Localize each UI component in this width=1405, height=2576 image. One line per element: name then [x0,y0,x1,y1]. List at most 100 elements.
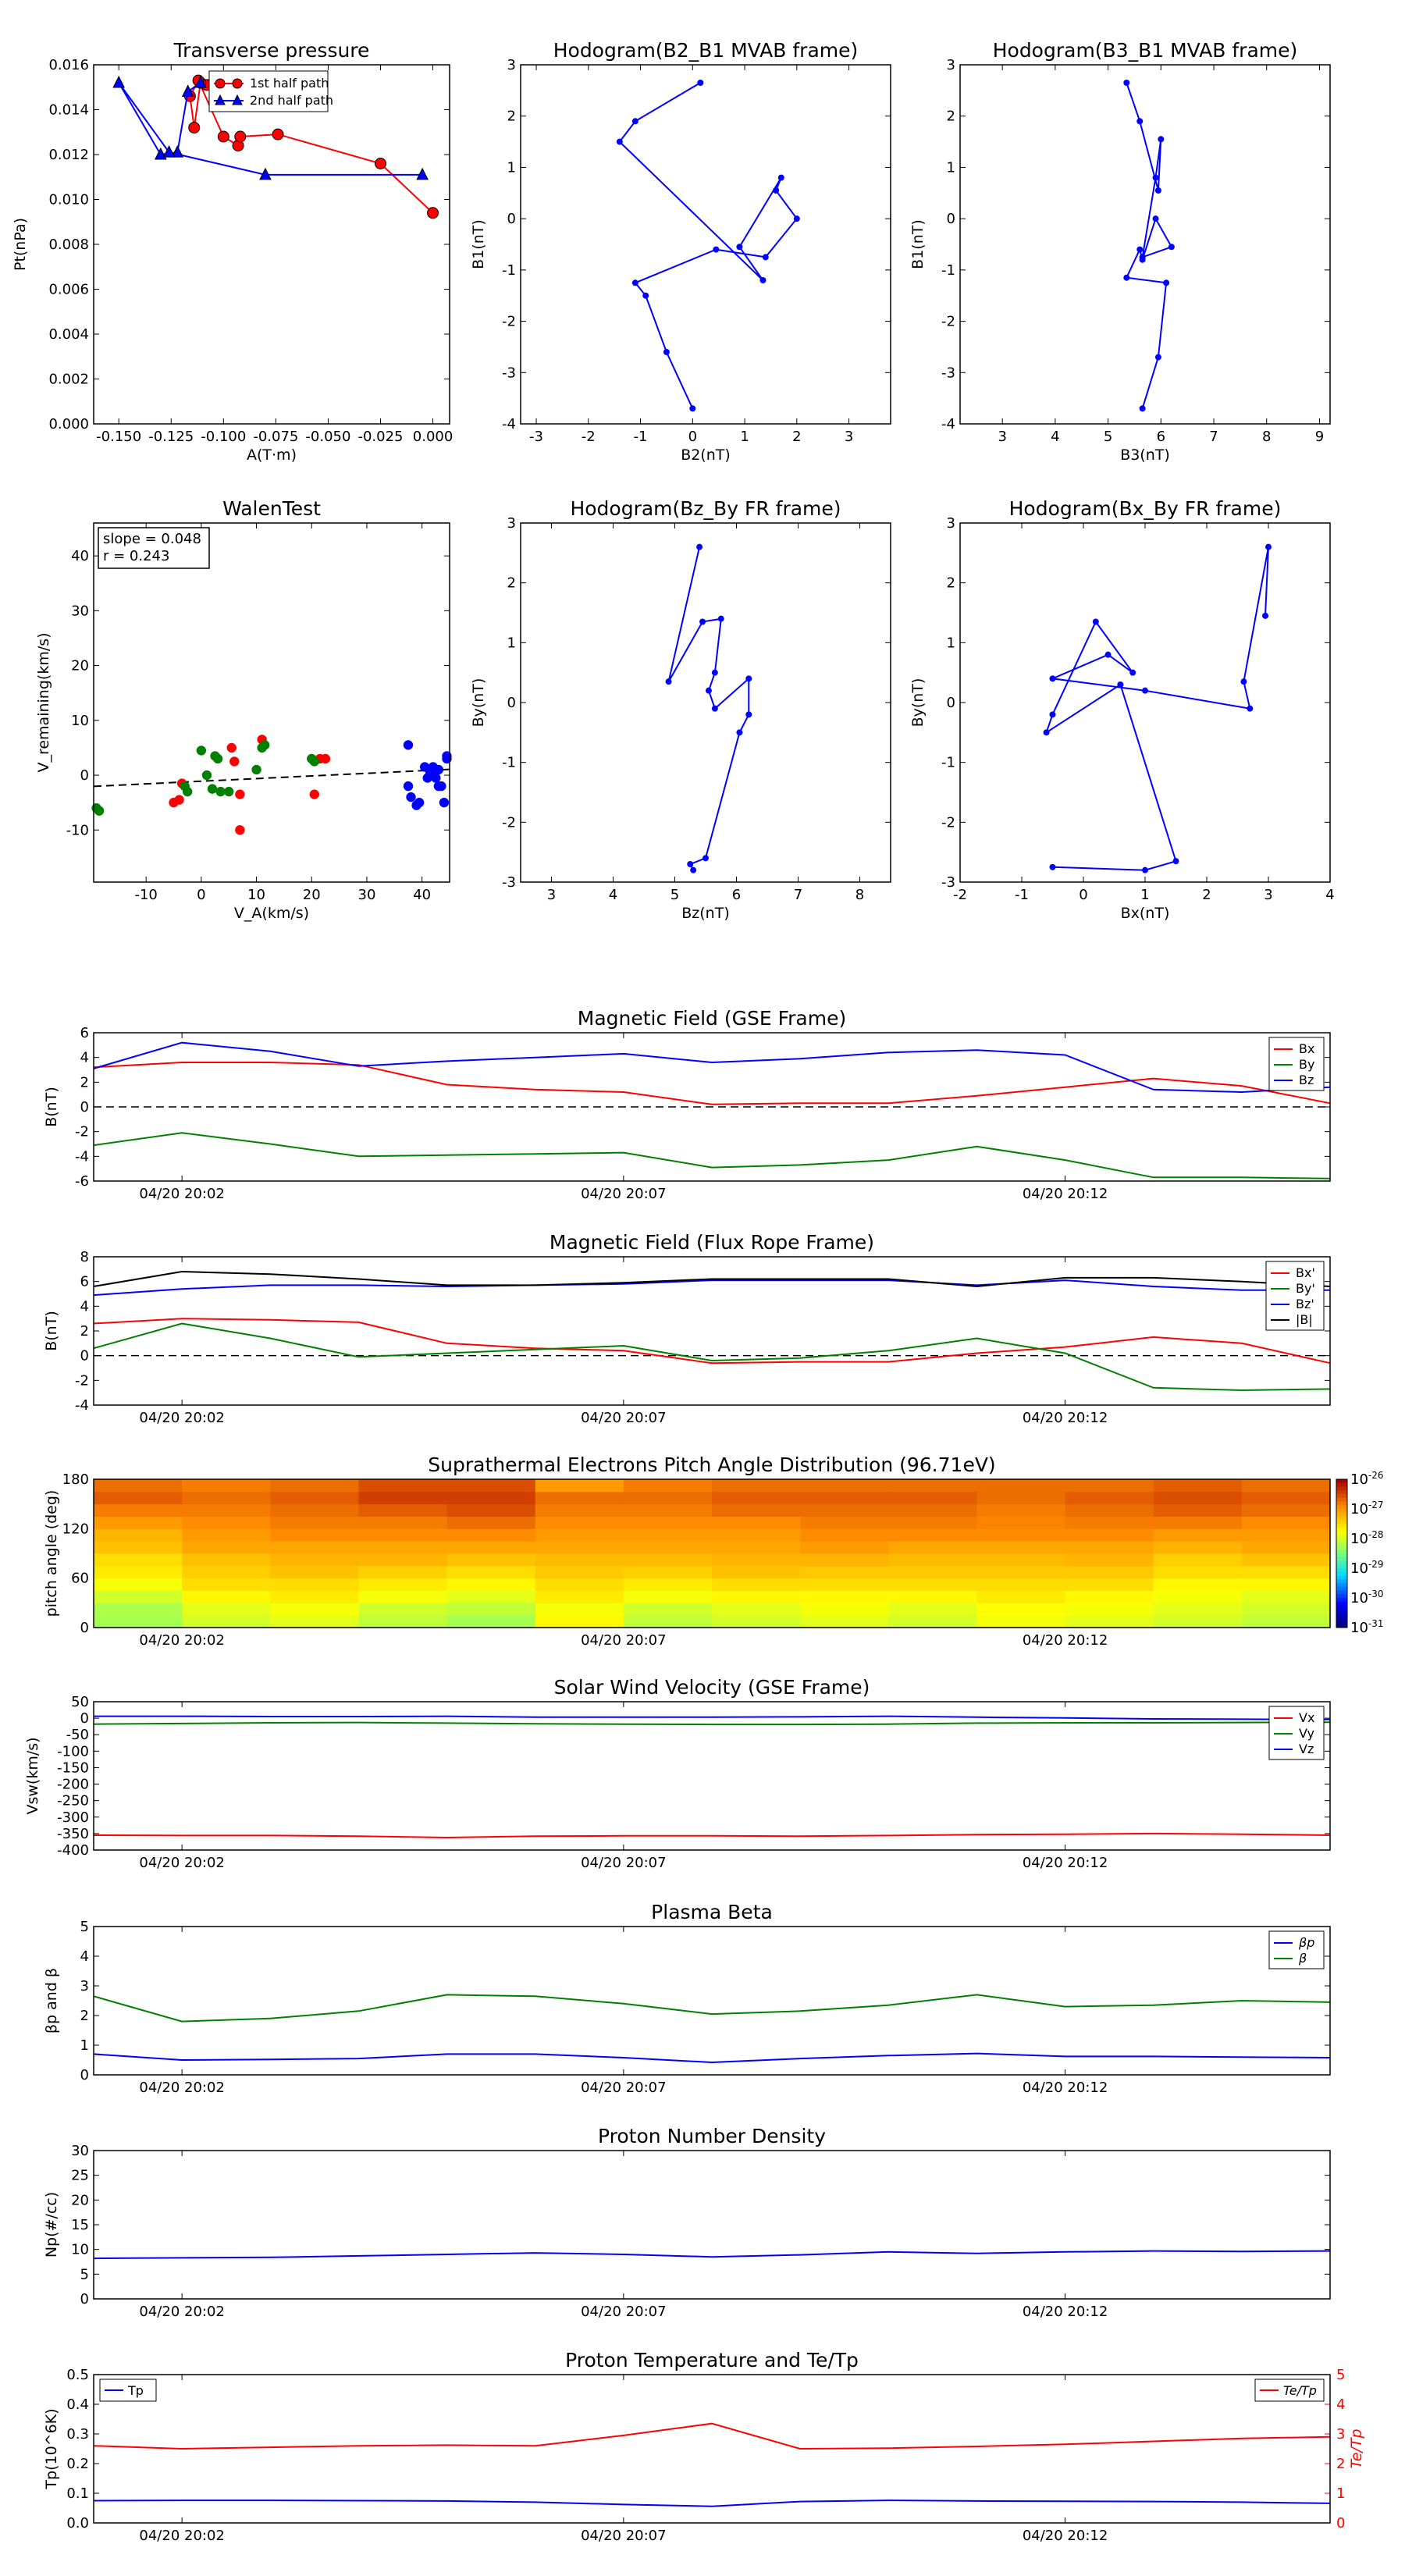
legend-marker [215,78,226,89]
heatmap-cell [712,1479,801,1493]
heatmap-cell [888,1528,977,1542]
y2-tick-label: 1 [1336,2485,1345,2502]
y-axis-label: Tp(10^6K) [43,2408,60,2489]
heatmap-cell [94,1541,183,1554]
y-tick-label: -10 [66,822,89,838]
data-point [699,618,706,625]
x-axis-label: V_A(km/s) [234,905,309,922]
data-point [736,244,743,251]
plot-frame [93,522,450,883]
heatmap-cell [1065,1590,1154,1603]
chart-hodo_bzby: Hodogram(Bz_By FR frame) 3 4 5 6 7 8 -3 -2 -1 0 1 2 3… [470,497,891,922]
chart-transverse: Transverse pressure -0.150 -0.125 -0.100 -0.… [12,39,453,464]
colorbar-segment [1336,1590,1347,1595]
heatmap-cell [623,1553,713,1567]
colorbar-segment [1336,1557,1347,1561]
x-tick-label: 04/20 20:12 [1023,1186,1108,1202]
x-axis-label: Bx(nT) [1121,905,1170,922]
heatmap-cell [888,1553,977,1567]
heatmap-cell [1065,1503,1154,1517]
annotation-text: slope = 0.048 [103,531,201,547]
y-tick-label: 180 [62,1471,89,1488]
legend-box [1254,2379,1325,2402]
colorbar-segment [1336,1550,1347,1554]
chart-vsw: Solar Wind Velocity (GSE Frame) 04/20 20:… [24,1676,1331,1871]
heatmap-cell [182,1528,271,1542]
data-point [745,711,752,718]
x-tick-label: 20 [303,887,321,903]
colorbar-segment [1336,1509,1347,1514]
data-point [1154,354,1161,361]
legend-label: By' [1296,1281,1315,1296]
y-tick-label: 25 [71,2168,89,2184]
y-tick-label: 30 [71,603,89,619]
heatmap-cell [94,1603,183,1616]
heatmap-cell [535,1553,624,1567]
y-tick-label: 0.4 [66,2396,89,2413]
heatmap-cell [94,1528,183,1542]
data-point [234,130,247,143]
legend-label: Vx [1299,1710,1314,1725]
heatmap-cell [358,1603,448,1616]
y-tick-label: -1 [502,755,516,771]
x-tick-label: 8 [855,887,864,903]
heatmap-cell [358,1553,448,1567]
chart-title: Hodogram(Bz_By FR frame) [570,497,841,520]
y-tick-label: 1 [947,635,955,651]
colorbar-segment [1336,1527,1347,1532]
x-tick-label: 0.000 [413,429,454,445]
heatmap-cell [94,1615,183,1628]
series-line-By' [93,1322,1331,1392]
heatmap-cell [623,1516,713,1529]
colorbar-segment [1336,1531,1347,1535]
colorbar-segment [1336,1479,1347,1484]
heatmap-cell [535,1615,624,1628]
y-tick-label: 0 [80,767,89,784]
heatmap-cell [446,1603,536,1616]
data-point [181,84,194,97]
y-tick-label: 15 [71,2217,89,2233]
heatmap-cell [712,1503,801,1517]
y-tick-label: -3 [941,365,955,381]
heatmap-cell [800,1565,889,1579]
colorbar-segment [1336,1542,1347,1546]
x-tick-label: 04/20 20:12 [1023,1410,1108,1426]
plot-frame [959,522,1331,883]
data-point [414,797,425,808]
data-point [433,764,444,775]
y-tick-label: -100 [57,1743,89,1759]
heatmap-cell [623,1528,713,1542]
heatmap-cell [182,1541,271,1554]
data-point [1117,681,1124,688]
y-tick-label: 4 [80,1298,89,1315]
data-point [1152,174,1159,181]
heatmap-cell [1153,1516,1243,1529]
y-tick-label: 0.016 [48,57,89,73]
heatmap-cell [535,1565,624,1579]
data-point [663,349,670,355]
heatmap-cell [1065,1615,1154,1628]
colorbar-segment [1336,1494,1347,1499]
colorbar-segment [1336,1579,1347,1584]
colorbar-segment [1336,1571,1347,1576]
chart-title: Hodogram(B2_B1 MVAB frame) [553,39,859,62]
y-tick-label: 0 [80,1099,89,1115]
heatmap-cell [94,1590,183,1603]
y-tick-label: 40 [71,548,89,564]
y-tick-label: 0.1 [66,2485,89,2502]
data-point [406,792,416,802]
data-point [1240,678,1247,685]
data-point [665,678,672,685]
data-point [171,145,184,158]
heatmap-cell [623,1615,713,1628]
y-tick-label: 3 [947,57,955,73]
heatmap-cell [976,1603,1066,1616]
colorbar-segment [1336,1539,1347,1543]
heatmap-cell [270,1516,359,1529]
y-tick-label: 6 [80,1274,89,1290]
y-tick-label: 0 [507,211,516,227]
heatmap-cell [446,1553,536,1567]
plot-frame [93,1926,1331,2076]
y-tick-label: 0.004 [48,326,89,343]
